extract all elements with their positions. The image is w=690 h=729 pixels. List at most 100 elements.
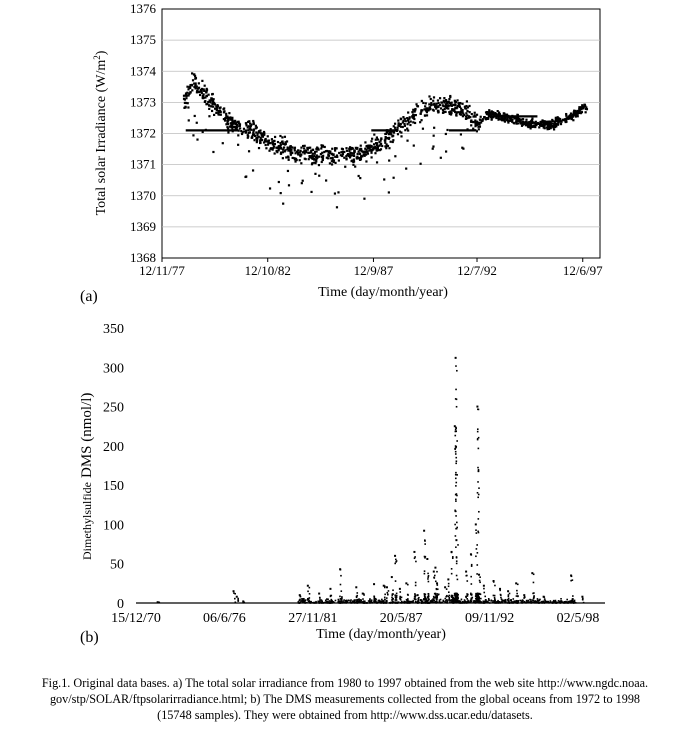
- data-point: [231, 128, 234, 131]
- data-point: [254, 127, 257, 130]
- data-point: [433, 592, 436, 595]
- data-point: [186, 85, 189, 88]
- data-point: [477, 518, 480, 520]
- data-point: [454, 535, 457, 537]
- data-point: [401, 125, 404, 129]
- data-point: [205, 90, 208, 93]
- data-point: [424, 109, 428, 112]
- data-point: [277, 147, 281, 150]
- data-point: [453, 598, 455, 601]
- data-point: [504, 601, 506, 604]
- data-point: [481, 118, 484, 121]
- data-point: [231, 120, 234, 123]
- data-point: [184, 94, 187, 97]
- data-point: [439, 107, 443, 110]
- data-point: [237, 129, 240, 132]
- data-point: [528, 601, 531, 604]
- data-point: [217, 113, 220, 116]
- data-point: [498, 111, 501, 114]
- data-point: [516, 114, 519, 117]
- data-point: [271, 140, 274, 143]
- data-point: [339, 154, 342, 157]
- data-point: [451, 595, 454, 598]
- data-point: [378, 144, 381, 147]
- data-point: [308, 155, 311, 158]
- data-point: [328, 602, 331, 604]
- data-point: [391, 594, 394, 596]
- data-point: [573, 602, 575, 604]
- data-point: [433, 596, 435, 599]
- data-point: [585, 108, 589, 111]
- data-point: [526, 123, 529, 126]
- data-point: [405, 598, 408, 601]
- data-point: [389, 140, 392, 143]
- data-point: [195, 121, 198, 124]
- data-point: [460, 598, 463, 601]
- data-point: [549, 600, 552, 602]
- data-point: [567, 602, 570, 604]
- data-point: [209, 100, 212, 103]
- peak-point: [492, 580, 495, 582]
- data-point: [476, 552, 479, 554]
- data-point: [284, 142, 287, 146]
- data-point: [580, 108, 583, 111]
- data-point: [457, 102, 460, 105]
- data-point: [368, 144, 372, 147]
- data-point: [413, 117, 416, 121]
- data-point: [477, 125, 480, 128]
- data-point: [207, 93, 210, 96]
- data-point: [237, 143, 240, 146]
- data-point: [444, 110, 447, 114]
- data-point: [548, 602, 550, 604]
- peak-point: [531, 572, 534, 575]
- data-point: [268, 142, 271, 145]
- data-point: [519, 118, 523, 121]
- data-point: [584, 107, 587, 111]
- data-point: [476, 594, 479, 597]
- peak-point: [301, 598, 304, 601]
- data-point: [517, 122, 520, 125]
- data-point: [319, 597, 321, 599]
- data-point: [213, 107, 217, 110]
- data-point: [338, 600, 341, 602]
- data-point: [363, 602, 366, 604]
- data-point: [546, 122, 549, 125]
- data-point: [583, 103, 586, 106]
- data-point: [226, 119, 229, 122]
- data-point: [395, 599, 398, 601]
- data-point: [413, 597, 416, 600]
- data-point: [303, 144, 306, 147]
- data-point: [450, 104, 453, 107]
- data-point: [474, 600, 476, 602]
- data-point: [582, 106, 585, 109]
- data-point: [251, 133, 255, 136]
- data-point: [512, 602, 514, 604]
- data-point: [275, 149, 278, 153]
- data-point: [235, 123, 239, 126]
- data-point: [431, 147, 434, 150]
- data-point: [517, 119, 521, 122]
- data-point: [392, 125, 395, 128]
- data-point: [339, 583, 342, 586]
- data-point: [186, 91, 189, 94]
- data-point: [265, 147, 268, 150]
- data-point: [497, 602, 499, 604]
- data-point: [414, 584, 417, 587]
- data-point: [423, 593, 426, 595]
- data-point: [424, 540, 426, 542]
- data-point: [342, 600, 344, 603]
- y-tick-label: 1373: [130, 94, 156, 109]
- data-point: [483, 116, 486, 119]
- data-point: [212, 101, 215, 104]
- data-point: [455, 562, 458, 565]
- data-point: [222, 108, 225, 111]
- peak-point: [474, 523, 477, 526]
- data-point: [394, 599, 397, 601]
- data-point: [387, 191, 390, 194]
- data-point: [357, 601, 360, 604]
- data-point: [549, 601, 552, 604]
- data-point: [573, 112, 576, 115]
- data-point: [569, 112, 573, 115]
- data-point: [417, 597, 420, 600]
- data-point: [307, 600, 310, 603]
